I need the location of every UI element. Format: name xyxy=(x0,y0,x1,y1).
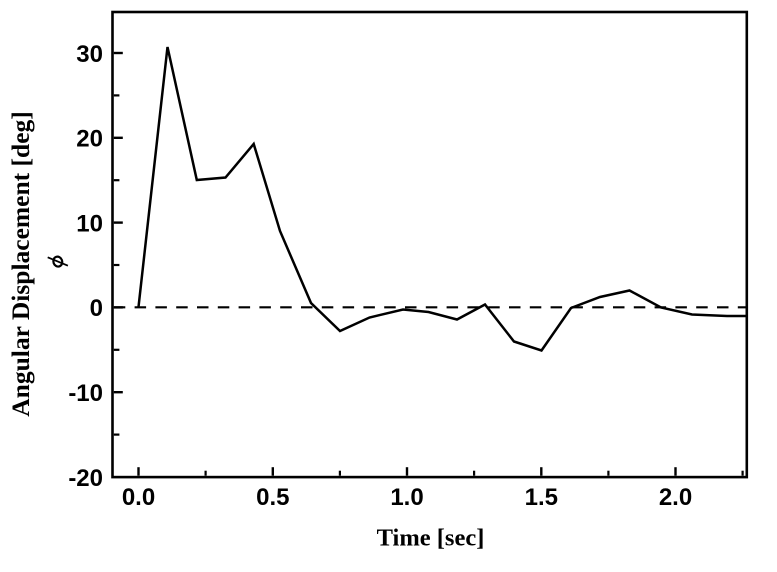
svg-text:0.5: 0.5 xyxy=(256,484,289,511)
svg-text:10: 10 xyxy=(76,210,103,237)
svg-text:30: 30 xyxy=(76,41,103,68)
svg-text:Angular Displacement [deg]: Angular Displacement [deg] xyxy=(6,111,35,417)
svg-text:20: 20 xyxy=(76,126,103,153)
svg-text:0.0: 0.0 xyxy=(122,484,155,511)
svg-text:-10: -10 xyxy=(68,380,103,407)
svg-text:1.0: 1.0 xyxy=(390,484,423,511)
svg-text:-20: -20 xyxy=(68,465,103,492)
svg-text:0: 0 xyxy=(90,295,103,322)
svg-text:1.5: 1.5 xyxy=(525,484,558,511)
svg-text:2.0: 2.0 xyxy=(659,484,692,511)
svg-text:Time [sec]: Time [sec] xyxy=(377,524,485,551)
